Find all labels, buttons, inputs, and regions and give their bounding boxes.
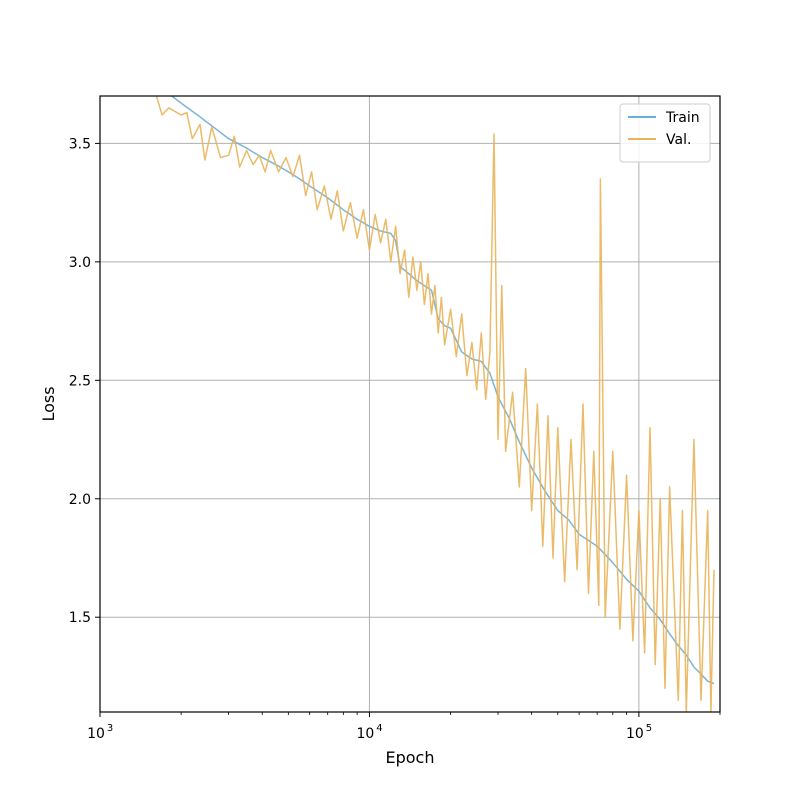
- y-tick-label: 2.0: [69, 492, 91, 508]
- x-tick-base: 10: [626, 726, 644, 742]
- x-tick-label: 10 4: [357, 723, 383, 742]
- y-tick-label: 1.5: [69, 610, 91, 626]
- x-tick-exponent: 4: [376, 723, 382, 734]
- legend-label: Train: [665, 110, 700, 126]
- x-tick-exponent: 3: [107, 723, 113, 734]
- x-tick-exponent: 5: [646, 723, 652, 734]
- x-tick-label: 10 3: [87, 723, 113, 742]
- plot-frame: [99, 95, 721, 713]
- legend-box: [619, 103, 711, 163]
- series-line-val: [155, 96, 715, 712]
- y-tick-label: 2.5: [69, 373, 91, 389]
- legend-label: Val.: [666, 132, 691, 148]
- plot-area: [100, 96, 720, 712]
- x-tick-base: 10: [357, 726, 375, 742]
- y-axis-label: Loss: [39, 386, 58, 421]
- x-axis-label: Epoch: [386, 748, 435, 767]
- y-tick-label: 3.0: [69, 255, 91, 271]
- axis-ticks: 1.52.02.53.03.510 3 10 4 10 5: [69, 136, 721, 742]
- x-tick-base: 10: [87, 726, 105, 742]
- grid-lines: [100, 96, 720, 712]
- x-tick-label: 10 5: [626, 723, 652, 742]
- legend: Train Val.: [619, 103, 711, 163]
- series-lines: [155, 96, 715, 712]
- y-tick-label: 3.5: [69, 136, 91, 152]
